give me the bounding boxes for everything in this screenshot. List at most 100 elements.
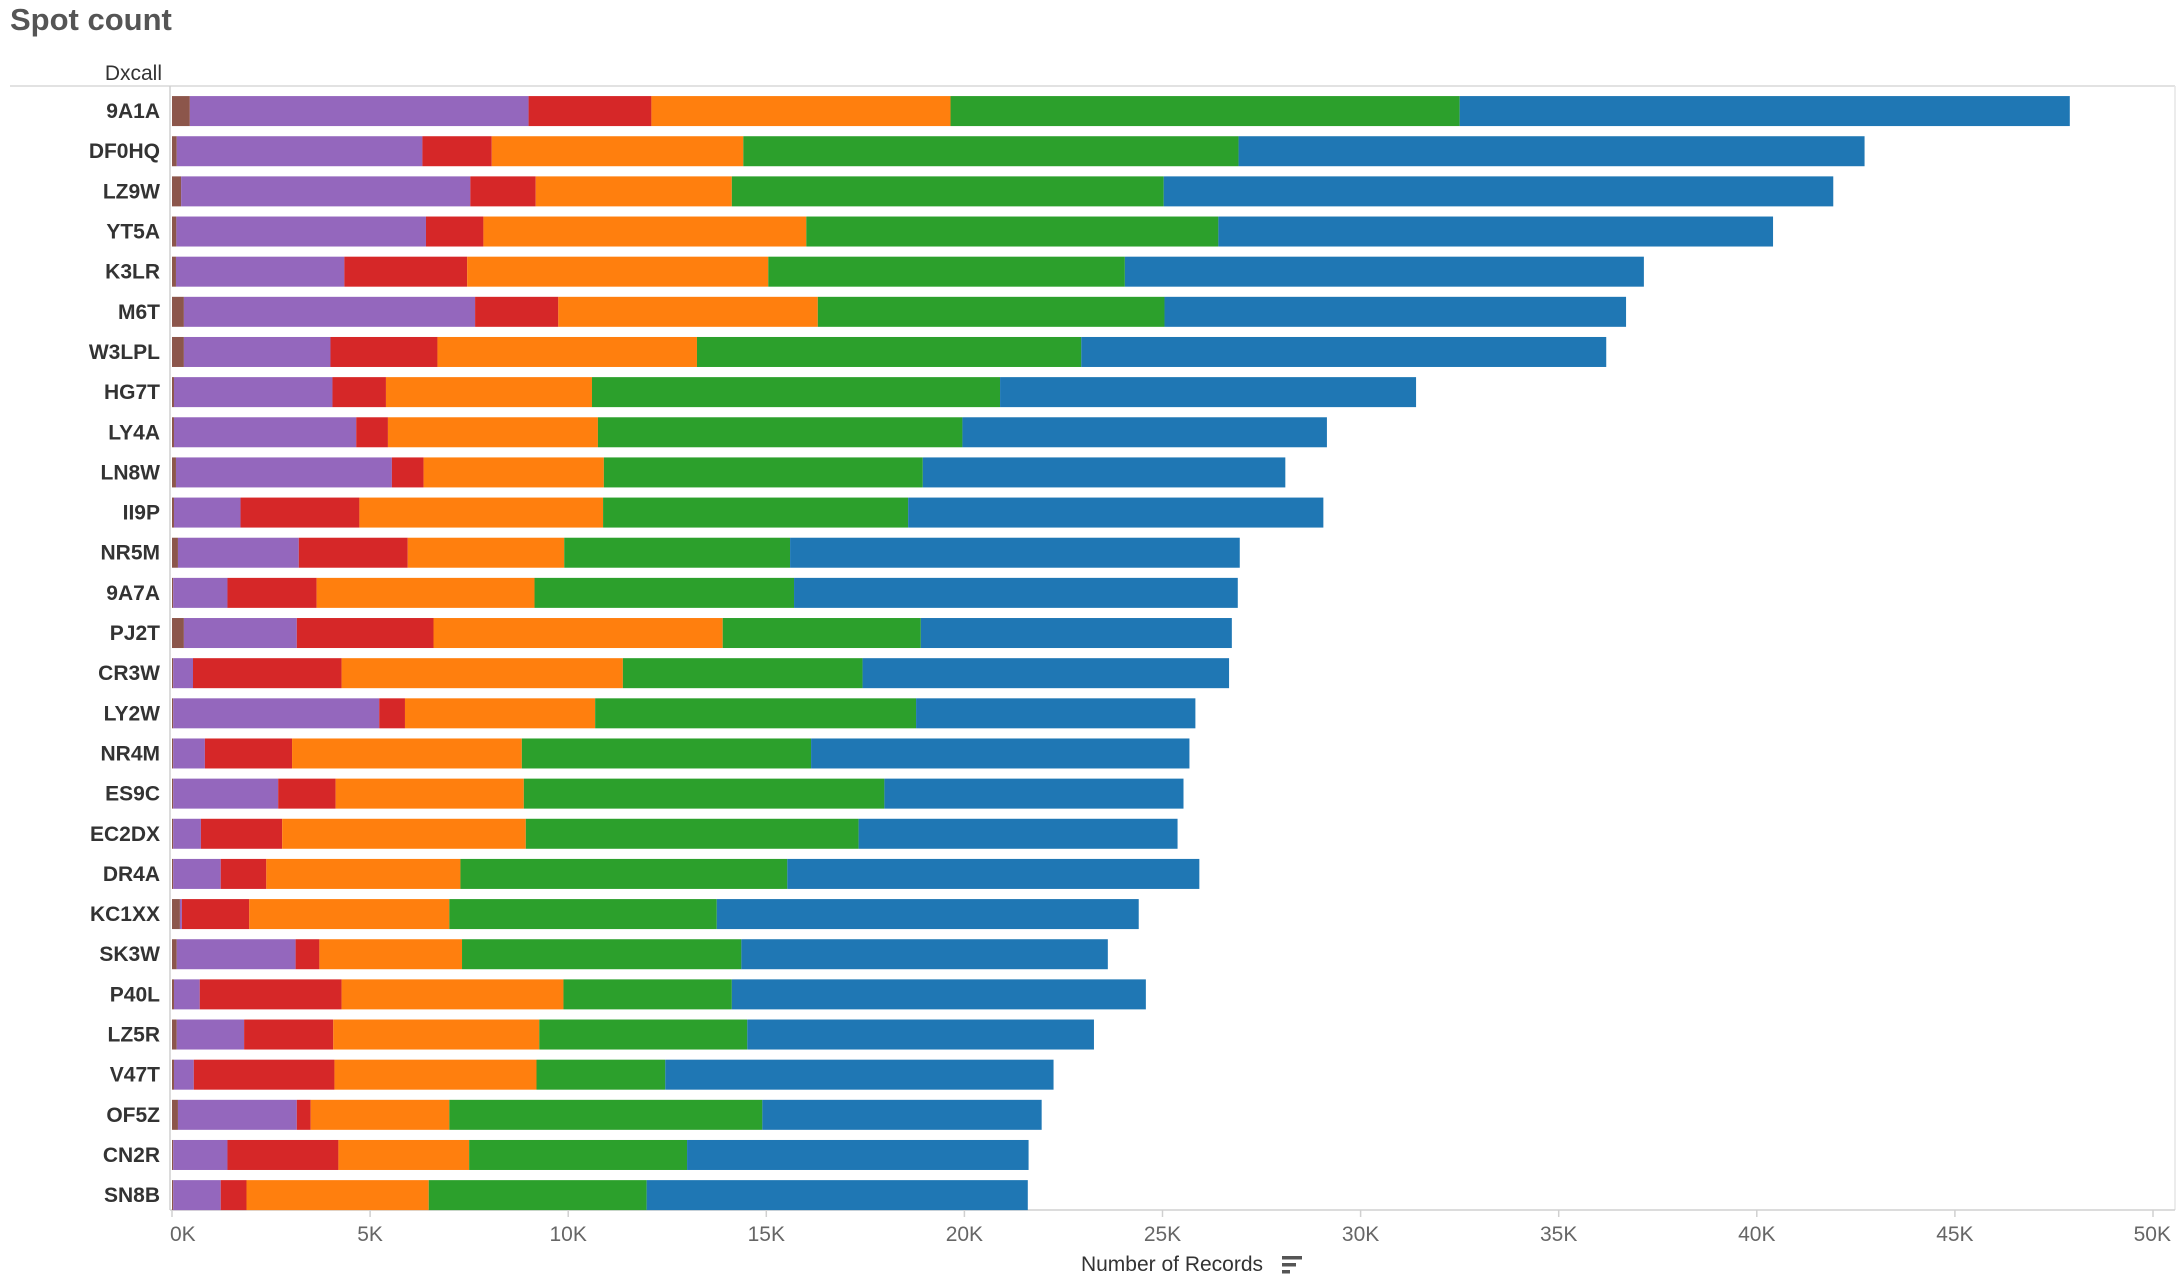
bar-segment[interactable] [177, 537, 299, 568]
bar-segment[interactable] [908, 497, 1324, 528]
bar-segment[interactable] [173, 377, 333, 408]
bar-segment[interactable] [173, 1139, 228, 1170]
bar-segment[interactable] [181, 899, 250, 930]
bar-segment[interactable] [173, 577, 228, 608]
bar-segment[interactable] [920, 618, 1232, 649]
bar-segment[interactable] [1000, 377, 1417, 408]
bar-segment[interactable] [469, 1139, 688, 1170]
bar-segment[interactable] [172, 1099, 178, 1130]
bar-segment[interactable] [192, 658, 342, 689]
bar-segment[interactable] [172, 577, 174, 608]
bar-segment[interactable] [278, 778, 336, 809]
bar-segment[interactable] [249, 899, 450, 930]
bar-segment[interactable] [173, 738, 205, 769]
bar-segment[interactable] [1218, 216, 1774, 247]
bar-segment[interactable] [595, 698, 917, 729]
bar-segment[interactable] [310, 1099, 450, 1130]
bar-segment[interactable] [646, 1180, 1028, 1211]
bar-segment[interactable] [172, 658, 174, 689]
bar-segment[interactable] [1163, 176, 1834, 207]
bar-segment[interactable] [806, 216, 1219, 247]
bar-segment[interactable] [597, 417, 963, 448]
sort-descending-icon[interactable] [1282, 1256, 1302, 1274]
bar-segment[interactable] [651, 96, 951, 127]
bar-segment[interactable] [341, 658, 623, 689]
bar-segment[interactable] [338, 1139, 470, 1170]
bar-segment[interactable] [1164, 296, 1627, 327]
bar-segment[interactable] [172, 738, 174, 769]
bar-segment[interactable] [295, 939, 320, 970]
bar-segment[interactable] [173, 658, 193, 689]
bar-segment[interactable] [296, 1099, 311, 1130]
bar-segment[interactable] [172, 537, 178, 568]
bar-segment[interactable] [534, 577, 795, 608]
bar-segment[interactable] [787, 858, 1200, 889]
bar-segment[interactable] [462, 939, 742, 970]
bar-segment[interactable] [521, 738, 812, 769]
bar-segment[interactable] [173, 417, 357, 448]
bar-segment[interactable] [794, 577, 1238, 608]
bar-segment[interactable] [176, 1019, 245, 1050]
bar-segment[interactable] [539, 1019, 748, 1050]
bar-segment[interactable] [425, 216, 484, 247]
bar-segment[interactable] [768, 256, 1125, 287]
bar-segment[interactable] [423, 457, 604, 488]
bar-segment[interactable] [962, 417, 1327, 448]
bar-segment[interactable] [379, 698, 405, 729]
bar-segment[interactable] [437, 336, 697, 367]
bar-segment[interactable] [319, 939, 463, 970]
bar-segment[interactable] [741, 939, 1108, 970]
bar-segment[interactable] [189, 96, 529, 127]
bar-segment[interactable] [172, 417, 174, 448]
bar-segment[interactable] [622, 658, 863, 689]
bar-segment[interactable] [282, 818, 526, 849]
bar-segment[interactable] [173, 979, 200, 1010]
bar-segment[interactable] [332, 377, 386, 408]
bar-segment[interactable] [172, 818, 174, 849]
bar-segment[interactable] [172, 1019, 177, 1050]
bar-segment[interactable] [467, 256, 769, 287]
bar-segment[interactable] [296, 618, 434, 649]
bar-segment[interactable] [1124, 256, 1644, 287]
bar-segment[interactable] [790, 537, 1240, 568]
bar-segment[interactable] [172, 858, 174, 889]
bar-segment[interactable] [731, 176, 1164, 207]
bar-segment[interactable] [391, 457, 424, 488]
bar-segment[interactable] [220, 858, 267, 889]
bar-segment[interactable] [176, 216, 426, 247]
bar-segment[interactable] [335, 778, 524, 809]
bar-segment[interactable] [244, 1019, 334, 1050]
bar-segment[interactable] [172, 618, 184, 649]
bar-segment[interactable] [460, 858, 788, 889]
bar-segment[interactable] [922, 457, 1286, 488]
bar-segment[interactable] [743, 136, 1239, 167]
bar-segment[interactable] [183, 618, 297, 649]
bar-segment[interactable] [563, 979, 732, 1010]
bar-segment[interactable] [334, 1059, 537, 1090]
bar-segment[interactable] [246, 1180, 429, 1211]
bar-segment[interactable] [475, 296, 559, 327]
bar-segment[interactable] [330, 336, 438, 367]
bar-segment[interactable] [603, 457, 923, 488]
bar-segment[interactable] [172, 296, 184, 327]
bar-segment[interactable] [525, 818, 859, 849]
bar-segment[interactable] [173, 1059, 194, 1090]
bar-segment[interactable] [817, 296, 1165, 327]
bar-segment[interactable] [183, 336, 331, 367]
bar-segment[interactable] [747, 1019, 1094, 1050]
bar-segment[interactable] [172, 176, 182, 207]
bar-segment[interactable] [407, 537, 565, 568]
bar-segment[interactable] [172, 939, 177, 970]
bar-segment[interactable] [716, 899, 1139, 930]
bar-segment[interactable] [172, 899, 180, 930]
bar-segment[interactable] [333, 1019, 540, 1050]
bar-segment[interactable] [172, 1180, 174, 1211]
bar-segment[interactable] [172, 698, 174, 729]
bar-segment[interactable] [665, 1059, 1054, 1090]
bar-segment[interactable] [173, 858, 221, 889]
bar-segment[interactable] [172, 778, 174, 809]
bar-segment[interactable] [227, 577, 317, 608]
bar-segment[interactable] [603, 497, 909, 528]
bar-segment[interactable] [916, 698, 1196, 729]
bar-segment[interactable] [449, 899, 717, 930]
